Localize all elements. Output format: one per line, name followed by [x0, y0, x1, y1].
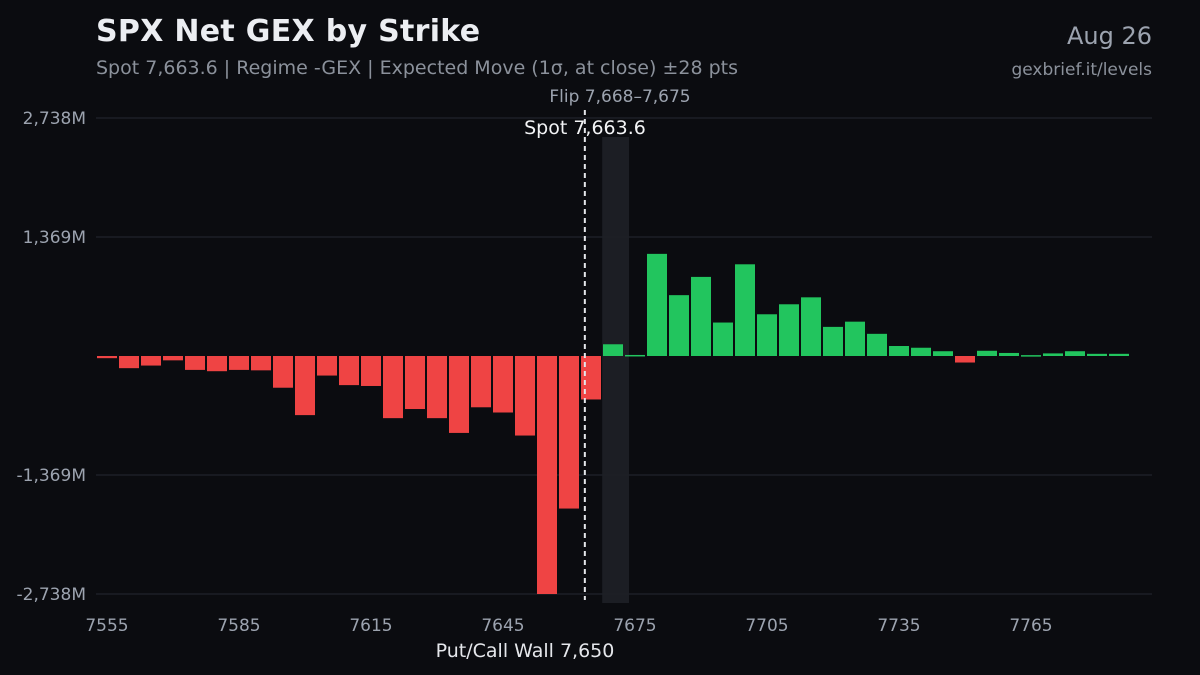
spot-label: Spot 7,663.6	[524, 117, 646, 139]
gex-bar	[361, 356, 381, 386]
gex-bar	[955, 356, 975, 363]
x-tick-label: 7765	[1009, 616, 1052, 636]
gex-bar	[691, 276, 711, 356]
gex-bar	[647, 253, 667, 356]
gex-bar	[207, 356, 227, 372]
gex-bar	[97, 356, 117, 359]
gex-bar	[845, 321, 865, 356]
x-tick-label: 7645	[481, 616, 524, 636]
gex-bar	[1065, 351, 1085, 356]
y-tick-label: -1,369M	[17, 466, 86, 486]
gex-bar	[471, 356, 491, 408]
x-tick-label: 7615	[349, 616, 392, 636]
gex-bar	[779, 304, 799, 356]
gex-bar	[515, 356, 535, 436]
x-tick-label: 7555	[85, 616, 128, 636]
gex-bar	[405, 356, 425, 410]
gex-bar	[493, 356, 513, 413]
gex-bar	[581, 356, 601, 400]
gex-bar	[933, 351, 953, 356]
gex-bar	[229, 356, 249, 370]
gex-bar	[537, 356, 557, 594]
gex-bar	[559, 356, 579, 509]
gex-bar	[427, 356, 447, 419]
x-tick-label: 7675	[613, 616, 656, 636]
gex-bar	[735, 264, 755, 356]
gex-bar	[251, 356, 271, 371]
gex-bar	[185, 356, 205, 370]
gex-bar	[1043, 353, 1063, 356]
x-tick-label: 7585	[217, 616, 260, 636]
gex-bar	[977, 350, 997, 356]
gex-bar	[119, 356, 139, 369]
gex-bar	[625, 354, 645, 357]
y-tick-label: -2,738M	[17, 585, 86, 605]
flip-label: Flip 7,668–7,675	[549, 87, 690, 107]
chart-subtitle: Spot 7,663.6 | Regime -GEX | Expected Mo…	[96, 57, 738, 79]
x-tick-label: 7705	[745, 616, 788, 636]
gex-bar	[603, 344, 623, 356]
gex-bar	[383, 356, 403, 419]
gex-bar	[801, 297, 821, 356]
chart-title: SPX Net GEX by Strike	[96, 14, 481, 49]
gex-bar	[141, 356, 161, 366]
gex-bar	[1021, 355, 1041, 357]
y-tick-label: 2,738M	[23, 109, 86, 129]
gex-bar	[889, 346, 909, 356]
gex-bar	[911, 347, 931, 356]
gex-bar	[669, 295, 689, 356]
gex-bar	[273, 356, 293, 388]
gex-bar	[1109, 353, 1129, 356]
gex-bar	[999, 352, 1019, 356]
x-tick-label: 7735	[877, 616, 920, 636]
gex-bar	[163, 356, 183, 361]
gex-bar	[757, 314, 777, 356]
gex-bar	[449, 356, 469, 433]
gex-bar	[823, 326, 843, 356]
gex-bar	[339, 356, 359, 386]
source-label: gexbrief.it/levels	[1011, 60, 1152, 80]
gex-bar	[317, 356, 337, 376]
gex-bar	[295, 356, 315, 416]
date-label: Aug 26	[1066, 22, 1152, 50]
flip-range-band	[602, 137, 629, 603]
put-call-wall-label: Put/Call Wall 7,650	[436, 640, 615, 662]
y-tick-label: 1,369M	[23, 228, 86, 248]
gex-bar	[867, 333, 887, 356]
gex-bar	[1087, 353, 1107, 356]
gex-bar	[713, 322, 733, 356]
